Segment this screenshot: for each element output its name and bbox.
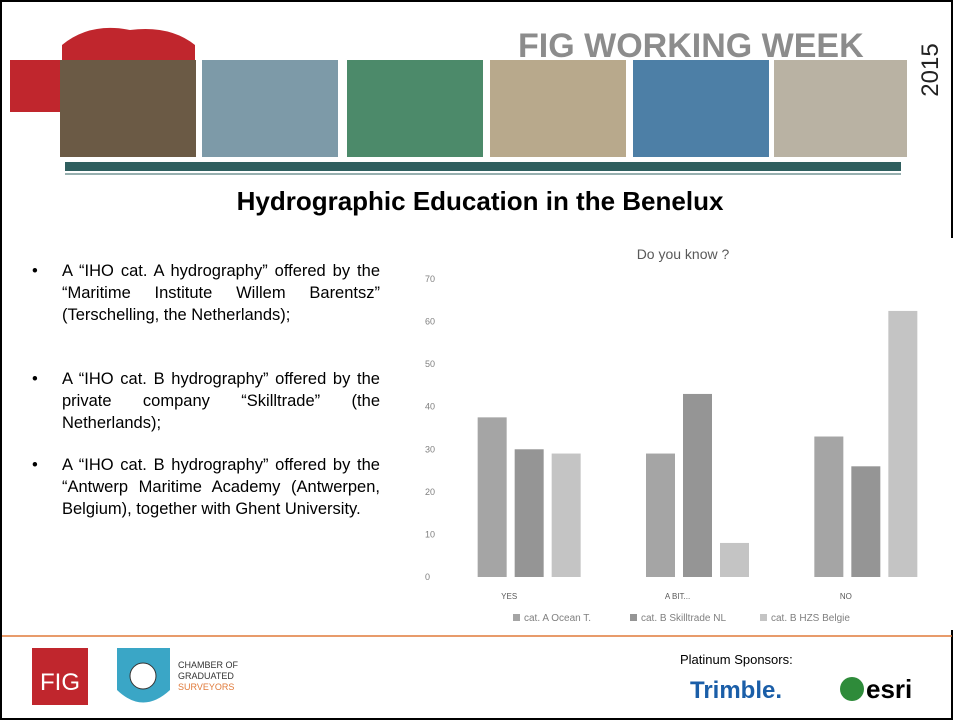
bar [720,543,749,577]
header-photo [202,60,338,157]
header-bar [65,162,901,171]
legend-label: cat. B Skilltrade NL [641,613,726,624]
y-tick-label: 0 [425,572,430,582]
bar [552,454,581,577]
bullet: A “IHO cat. B hydrography” offered by th… [62,454,380,520]
bar [683,394,712,577]
bar [646,454,675,577]
y-tick-label: 50 [425,359,435,369]
sponsors-label: Platinum Sponsors: [680,652,793,667]
y-tick-label: 10 [425,529,435,539]
chamber-globe [130,663,156,689]
chamber-text: CHAMBER OF [178,660,239,670]
header-logo [10,60,62,112]
chart-title: Do you know ? [637,246,730,262]
header-photo [347,60,483,157]
chamber-text: SURVEYORS [178,682,234,692]
legend-swatch [513,614,520,621]
slide-canvas: FIG WORKING WEEK 2015 Hydrographic Educa… [0,0,954,720]
bar [888,311,917,577]
slide-title: Hydrographic Education in the Benelux [237,186,724,216]
x-tick-label: YES [501,592,517,601]
y-tick-label: 20 [425,487,435,497]
bar [478,417,507,577]
header-roof [62,28,195,60]
header-photo [633,60,769,157]
banner-year: 2015 [917,43,944,96]
header-photo [60,60,196,157]
y-tick-label: 30 [425,444,435,454]
x-tick-label: NO [840,592,852,601]
fig-logo-text: FIG [40,669,80,696]
y-tick-label: 70 [425,274,435,284]
bar [851,466,880,577]
esri-globe [840,677,864,701]
x-tick-label: A BIT... [665,592,690,601]
slide: FIG WORKING WEEK 2015 Hydrographic Educa… [0,0,954,720]
sponsor-esri: esri [866,674,912,704]
chamber-text: GRADUATED [178,671,234,681]
header-photo [774,60,907,157]
bullet: A “IHO cat. B hydrography” offered by th… [62,368,380,434]
bullet: A “IHO cat. A hydrography” offered by th… [62,260,380,326]
banner-text: FIG WORKING WEEK [518,27,864,65]
y-tick-label: 60 [425,317,435,327]
legend-swatch [630,614,637,621]
legend-label: cat. A Ocean T. [524,613,591,624]
header-photo [490,60,626,157]
bar [515,449,544,577]
legend-label: cat. B HZS Belgie [771,613,850,624]
legend-swatch [760,614,767,621]
bar [814,437,843,577]
y-tick-label: 40 [425,402,435,412]
sponsor-trimble: Trimble. [690,677,782,704]
